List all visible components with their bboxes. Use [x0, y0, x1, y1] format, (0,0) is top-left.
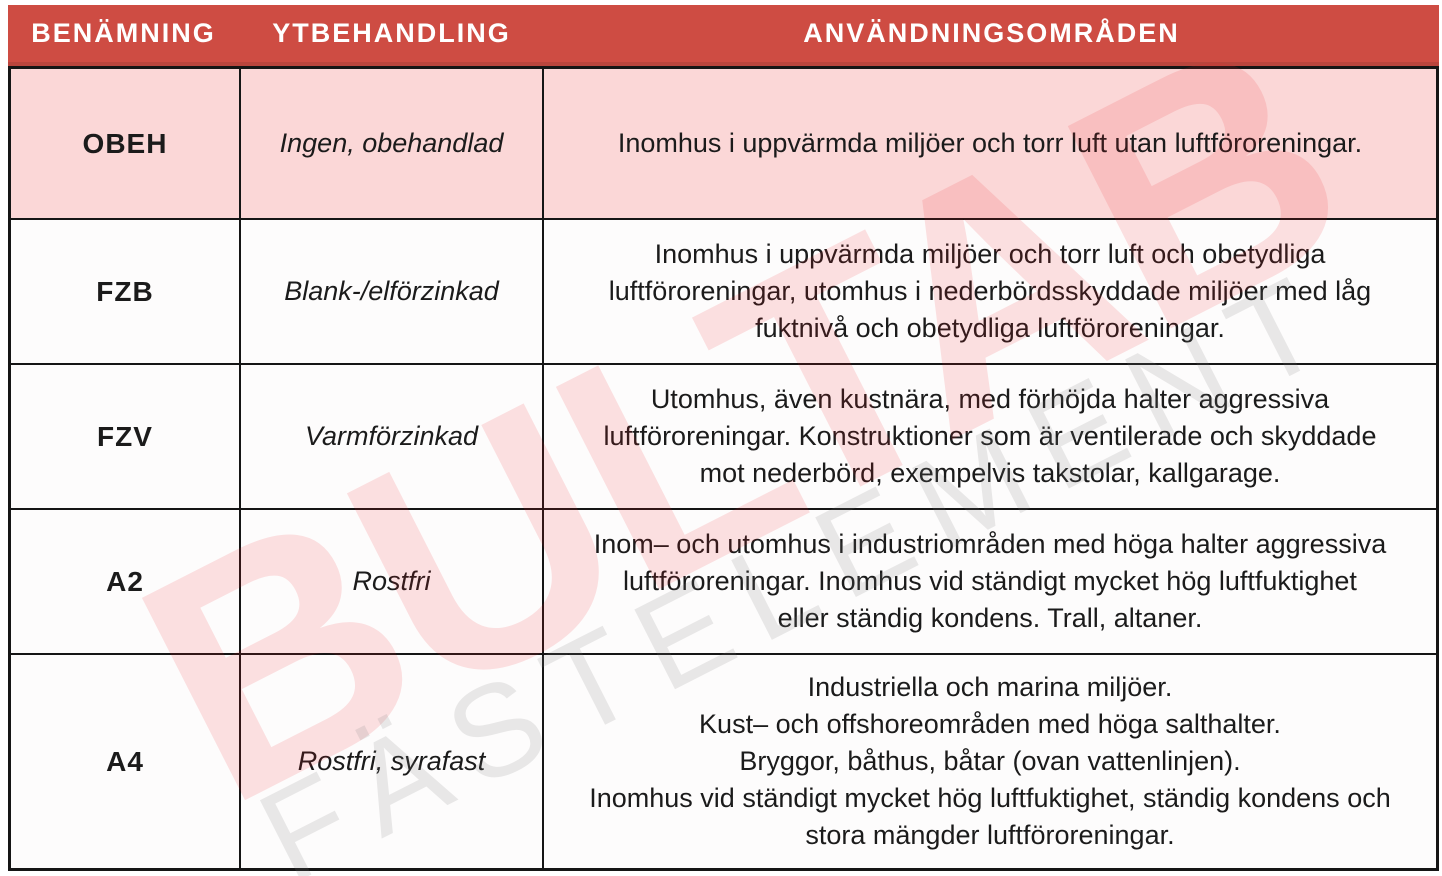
row-fzv-usage: Utomhus, även kustnära, med förhöjda hal… — [544, 365, 1436, 508]
row-fzb-treatment: Blank-/elförzinkad — [241, 220, 542, 363]
row-fzv-code: FZV — [11, 365, 239, 508]
row-a4-code: A4 — [11, 655, 239, 868]
row-a4-treatment: Rostfri, syrafast — [241, 655, 542, 868]
header-benamning: BENÄMNING — [31, 18, 216, 48]
row-fzb-code: FZB — [11, 220, 239, 363]
header-ytbehandling: YTBEHANDLING — [272, 18, 511, 48]
row-a2-usage: Inom– och utomhus i industriområden med … — [544, 510, 1436, 653]
row-obeh-usage: Inomhus i uppvärmda miljöer och torr luf… — [544, 69, 1436, 218]
row-a2-code: A2 — [11, 510, 239, 653]
row-fzb-usage: Inomhus i uppvärmda miljöer och torr luf… — [544, 220, 1436, 363]
row-a4-usage: Industriella och marina miljöer. Kust– o… — [544, 655, 1436, 868]
row-obeh-code: OBEH — [11, 69, 239, 218]
table-body: OBEH Ingen, obehandlad Inomhus i uppvärm… — [8, 66, 1439, 871]
row-a2-treatment: Rostfri — [241, 510, 542, 653]
row-obeh-treatment: Ingen, obehandlad — [241, 69, 542, 218]
header-anvandningsomraden: ANVÄNDNINGSOMRÅDEN — [803, 18, 1180, 48]
row-fzv-treatment: Varmförzinkad — [241, 365, 542, 508]
table-header-row: BENÄMNING YTBEHANDLING ANVÄNDNINGSOMRÅDE… — [8, 5, 1439, 66]
